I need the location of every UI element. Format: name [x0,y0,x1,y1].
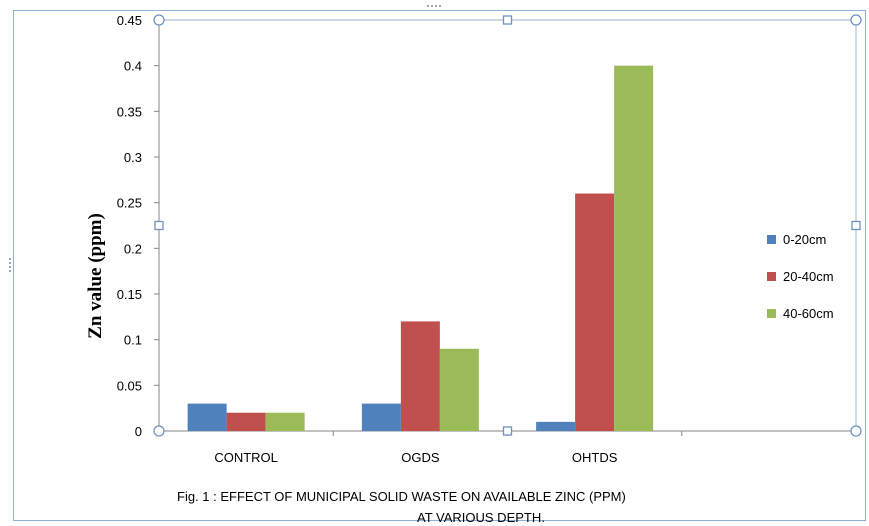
corner-resize-handle[interactable] [850,14,862,26]
bar-20-40cm-OHTDS[interactable] [575,193,615,431]
corner-resize-handle[interactable] [153,14,165,26]
legend-swatch [767,235,776,244]
y-tick-label: 0 [135,424,142,439]
bar-0-20cm-OHTDS[interactable] [536,421,576,431]
legend-swatch [767,309,776,318]
side-resize-handle[interactable] [502,426,513,436]
bar-40-60cm-OHTDS[interactable] [614,65,654,432]
top-resize-grip[interactable] [427,5,441,7]
legend: 0-20cm 20-40cm 40-60cm [767,232,834,321]
y-axis-label: Zn value (ppm) [85,213,106,339]
x-category-label: OGDS [401,450,440,465]
plot-area-selection[interactable] [158,19,857,432]
corner-resize-handle[interactable] [153,425,165,437]
y-tick-label: 0.1 [124,333,142,348]
y-tick-label: 0.3 [124,150,142,165]
chart-area-border [13,10,866,521]
x-axis-ticks: CONTROL OGDS OHTDS [158,431,857,465]
legend-entry: 20-40cm [783,269,834,284]
side-resize-handle[interactable] [502,15,513,25]
side-resize-handle[interactable] [154,220,164,231]
y-tick-label: 0.15 [117,287,142,302]
y-axis-ticks: 0 0.05 0.1 0.15 0.2 0.25 0.3 0.35 0.4 0.45 [117,13,159,439]
figure-caption-line2: AT VARIOUS DEPTH. [417,510,545,525]
y-tick-label: 0.2 [124,241,142,256]
y-tick-label: 0.45 [117,13,142,28]
y-tick-label: 0.4 [124,59,142,74]
legend-entry: 0-20cm [783,232,826,247]
y-tick-label: 0.05 [117,378,142,393]
bar-0-20cm-CONTROL[interactable] [187,403,227,431]
x-category-label: OHTDS [572,450,618,465]
figure-caption-line1: Fig. 1 : EFFECT OF MUNICIPAL SOLID WASTE… [177,489,626,504]
bar-20-40cm-OGDS[interactable] [400,321,440,431]
y-tick-label: 0.35 [117,104,142,119]
legend-entry: 40-60cm [783,306,834,321]
bar-20-40cm-CONTROL[interactable] [226,412,266,431]
selection-handles[interactable] [153,14,862,437]
y-tick-label: 0.25 [117,196,142,211]
bar-40-60cm-CONTROL[interactable] [265,412,305,431]
side-resize-handle[interactable] [851,220,861,231]
corner-resize-handle[interactable] [850,425,862,437]
left-resize-grip[interactable] [9,258,11,272]
bar-40-60cm-OGDS[interactable] [439,348,479,431]
x-category-label: CONTROL [214,450,278,465]
legend-swatch [767,272,776,281]
bars [187,65,654,432]
bar-0-20cm-OGDS[interactable] [361,403,401,431]
